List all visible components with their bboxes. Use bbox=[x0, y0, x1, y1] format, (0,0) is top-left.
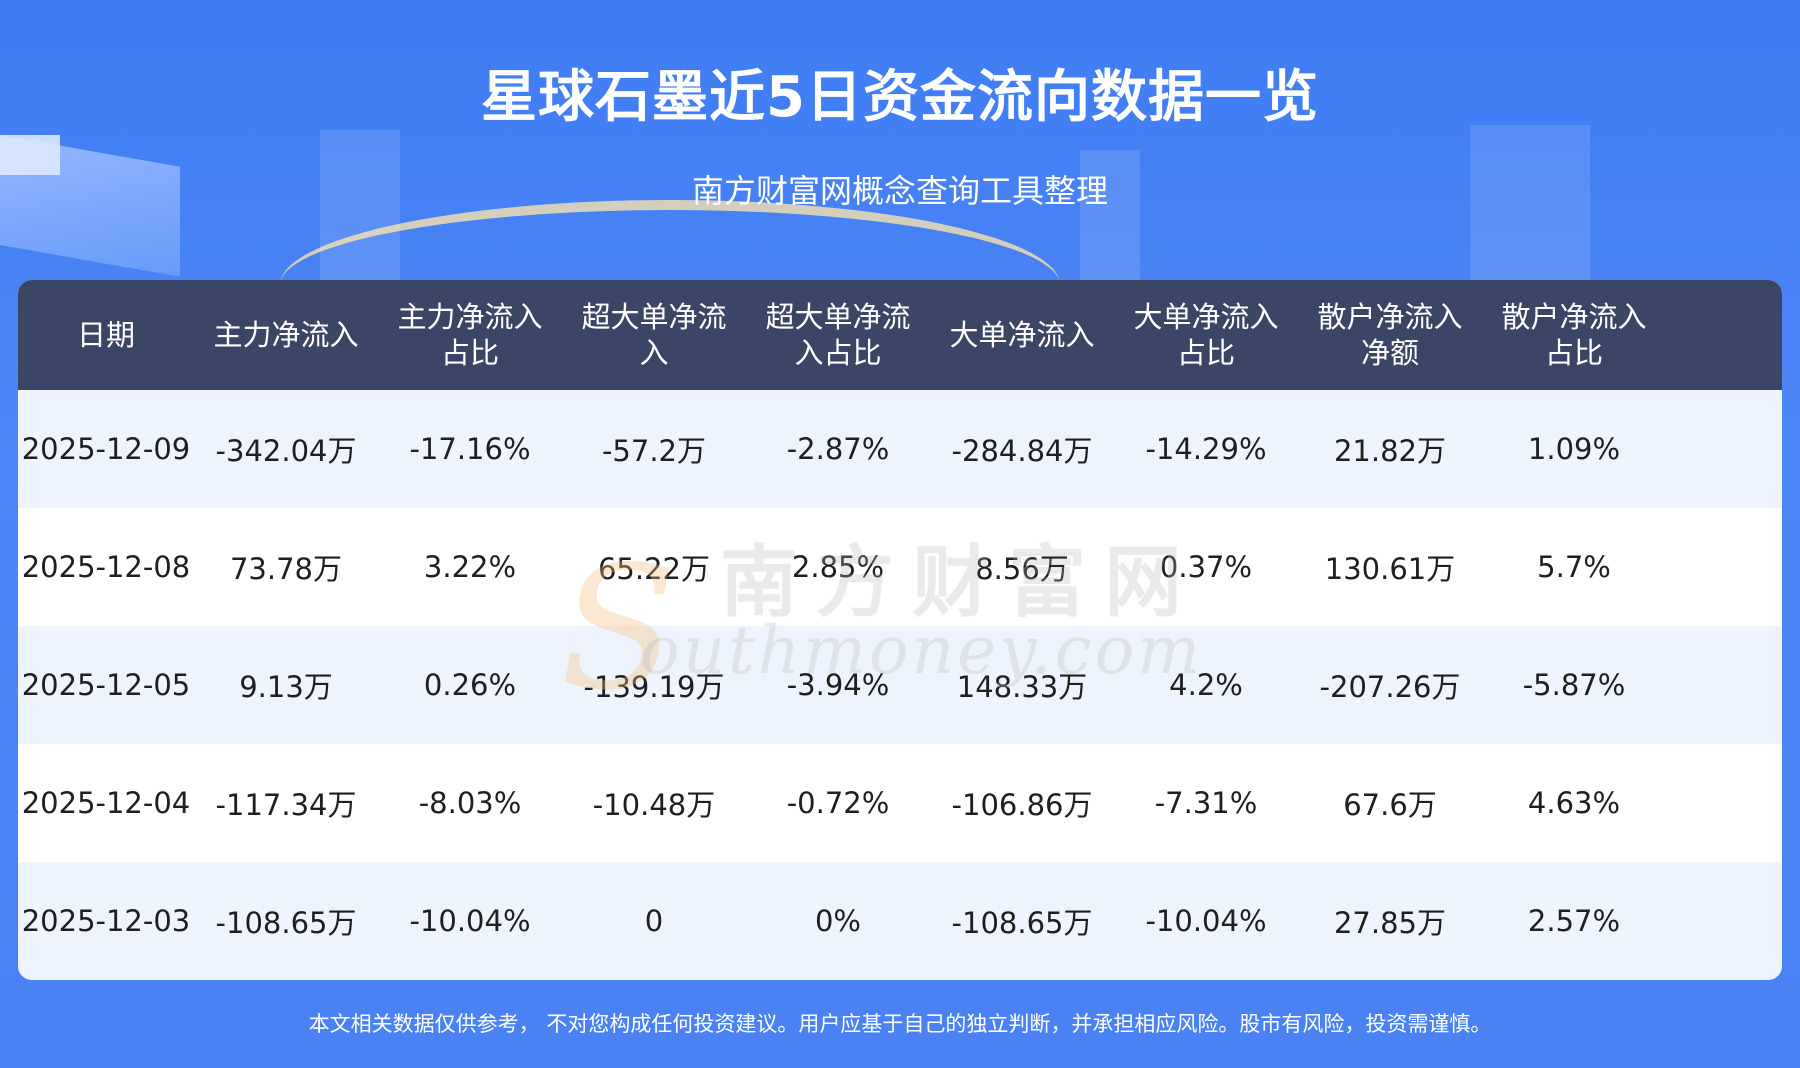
cell-retail-inflow: -207.26万 bbox=[1319, 670, 1461, 704]
cell-retail-inflow-ratio: 5.7% bbox=[1537, 550, 1611, 584]
cell-large-inflow-ratio: -10.04% bbox=[1145, 904, 1267, 938]
cell-xl-inflow-ratio: 0% bbox=[814, 904, 861, 938]
cell-retail-inflow-ratio: 1.09% bbox=[1527, 432, 1621, 466]
column-header-retail-inflow-ratio: 散户净流入 占比 bbox=[1501, 300, 1647, 370]
cell-retail-inflow: 27.85万 bbox=[1333, 906, 1447, 940]
cell-xl-inflow-ratio: 2.85% bbox=[791, 550, 885, 584]
cell-main-inflow-ratio: 3.22% bbox=[423, 550, 517, 584]
cell-main-inflow: -342.04万 bbox=[215, 434, 357, 468]
cell-xl-inflow: -139.19万 bbox=[583, 670, 725, 704]
cell-main-inflow-ratio: -10.04% bbox=[409, 904, 531, 938]
table-row: 2025-12-03 -108.65万 -10.04% 0 0% -108.65… bbox=[18, 862, 1782, 980]
page-title: 星球石墨近5日资金流向数据一览 bbox=[481, 65, 1319, 130]
cell-large-inflow: 8.56万 bbox=[975, 552, 1069, 586]
cell-large-inflow: -108.65万 bbox=[951, 906, 1093, 940]
column-header-xl-inflow: 超大单净流 入 bbox=[581, 300, 727, 370]
column-header-date: 日期 bbox=[76, 318, 135, 352]
column-header-main-inflow-ratio: 主力净流入 占比 bbox=[397, 300, 543, 370]
cell-date: 2025-12-04 bbox=[21, 786, 191, 820]
cell-xl-inflow-ratio: -0.72% bbox=[786, 786, 890, 820]
cell-date: 2025-12-09 bbox=[21, 432, 191, 466]
column-header-main-inflow: 主力净流入 bbox=[213, 318, 359, 352]
table-row: 2025-12-09 -342.04万 -17.16% -57.2万 -2.87… bbox=[18, 390, 1782, 508]
cell-xl-inflow-ratio: -2.87% bbox=[786, 432, 890, 466]
cell-xl-inflow-ratio: -3.94% bbox=[786, 668, 890, 702]
cell-large-inflow: -106.86万 bbox=[951, 788, 1093, 822]
cell-xl-inflow: 65.22万 bbox=[597, 552, 711, 586]
table-row: 2025-12-08 73.78万 3.22% 65.22万 2.85% 8.5… bbox=[18, 508, 1782, 626]
cell-xl-inflow: -57.2万 bbox=[601, 434, 707, 468]
table-row: 2025-12-04 -117.34万 -8.03% -10.48万 -0.72… bbox=[18, 744, 1782, 862]
cell-retail-inflow: 21.82万 bbox=[1333, 434, 1447, 468]
column-header-large-inflow-ratio: 大单净流入 占比 bbox=[1133, 300, 1279, 370]
background-decoration bbox=[0, 0, 1800, 300]
cell-retail-inflow-ratio: 4.63% bbox=[1527, 786, 1621, 820]
cell-date: 2025-12-08 bbox=[21, 550, 191, 584]
cell-main-inflow: 9.13万 bbox=[239, 670, 333, 704]
cell-large-inflow: -284.84万 bbox=[951, 434, 1093, 468]
cell-large-inflow-ratio: 0.37% bbox=[1159, 550, 1253, 584]
cell-xl-inflow: -10.48万 bbox=[592, 788, 716, 822]
page-subtitle: 南方财富网概念查询工具整理 bbox=[691, 172, 1108, 210]
cell-large-inflow-ratio: 4.2% bbox=[1169, 668, 1243, 702]
cell-large-inflow-ratio: -14.29% bbox=[1145, 432, 1267, 466]
cell-large-inflow: 148.33万 bbox=[956, 670, 1088, 704]
cell-large-inflow-ratio: -7.31% bbox=[1154, 786, 1258, 820]
column-header-retail-inflow: 散户净流入 净额 bbox=[1317, 300, 1463, 370]
cell-main-inflow-ratio: 0.26% bbox=[423, 668, 517, 702]
cell-main-inflow: -108.65万 bbox=[215, 906, 357, 940]
cell-retail-inflow: 130.61万 bbox=[1324, 552, 1456, 586]
cell-main-inflow-ratio: -17.16% bbox=[409, 432, 531, 466]
cell-retail-inflow: 67.6万 bbox=[1343, 788, 1437, 822]
cell-retail-inflow-ratio: -5.87% bbox=[1522, 668, 1626, 702]
cell-main-inflow: 73.78万 bbox=[229, 552, 343, 586]
table-row: 2025-12-05 9.13万 0.26% -139.19万 -3.94% 1… bbox=[18, 626, 1782, 744]
fund-flow-table: 日期 主力净流入 主力净流入 占比 超大单净流 入 超大单净流 入占比 大单净流… bbox=[18, 280, 1782, 980]
disclaimer-text: 本文相关数据仅供参考， 不对您构成任何投资建议。用户应基于自己的独立判断，并承担… bbox=[308, 1012, 1492, 1036]
table-header: 日期 主力净流入 主力净流入 占比 超大单净流 入 超大单净流 入占比 大单净流… bbox=[18, 280, 1782, 390]
cell-retail-inflow-ratio: 2.57% bbox=[1527, 904, 1621, 938]
column-header-xl-inflow-ratio: 超大单净流 入占比 bbox=[765, 300, 911, 370]
cell-xl-inflow: 0 bbox=[644, 904, 664, 938]
cell-main-inflow-ratio: -8.03% bbox=[418, 786, 522, 820]
cell-main-inflow: -117.34万 bbox=[215, 788, 357, 822]
cell-date: 2025-12-03 bbox=[21, 904, 191, 938]
table-body: 2025-12-09 -342.04万 -17.16% -57.2万 -2.87… bbox=[18, 390, 1782, 980]
column-header-large-inflow: 大单净流入 bbox=[949, 318, 1095, 352]
cell-date: 2025-12-05 bbox=[21, 668, 191, 702]
